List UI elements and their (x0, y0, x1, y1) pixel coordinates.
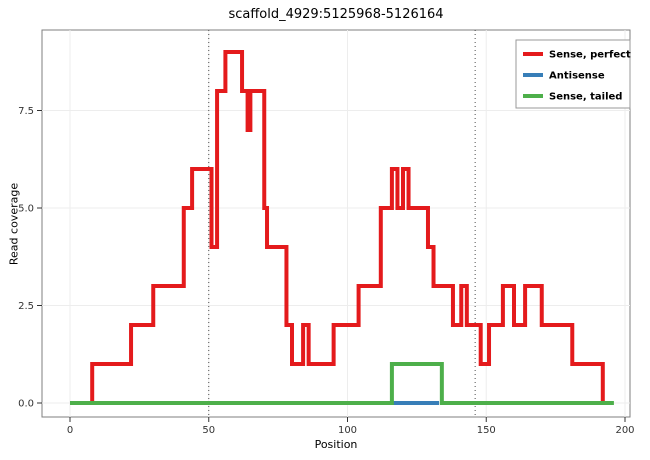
x-tick-label: 150 (477, 425, 496, 436)
x-axis-label: Position (314, 438, 358, 451)
y-tick-label: 0.0 (18, 399, 34, 410)
x-tick-label: 0 (67, 425, 73, 436)
legend-label-sense-tailed: Sense, tailed (549, 92, 622, 103)
y-tick-label: 5.0 (18, 204, 34, 215)
x-tick-label: 50 (202, 425, 215, 436)
x-tick-label: 100 (338, 425, 357, 436)
series-sense-perfect (70, 50, 609, 405)
chart-title: scaffold_4929:5125968-5126164 (228, 7, 444, 22)
x-tick-label: 200 (615, 425, 634, 436)
y-tick-label: 7.5 (18, 106, 34, 117)
legend-label-antisense: Antisense (549, 71, 605, 82)
series-sense-tailed (70, 362, 614, 405)
legend-label-sense-perfect: Sense, perfect (549, 50, 631, 61)
y-tick-label: 2.5 (18, 301, 34, 312)
